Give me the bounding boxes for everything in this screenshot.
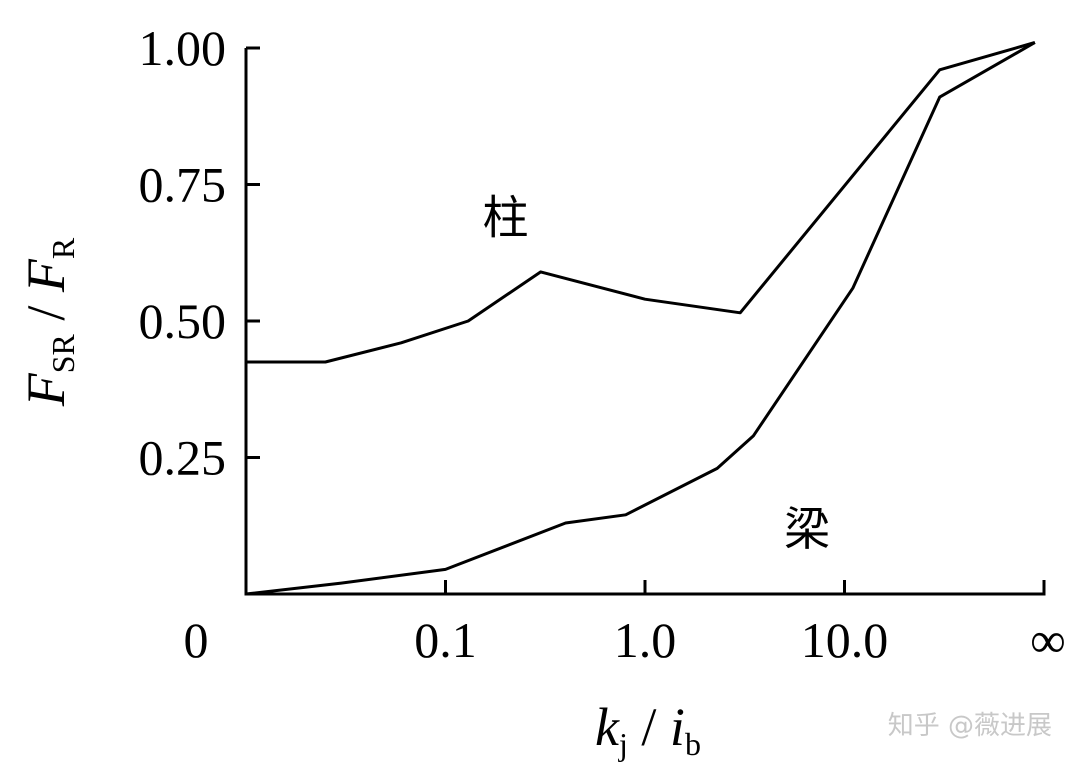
watermark: 知乎 @薇进展 <box>887 711 1052 741</box>
x-tick-label: 1.0 <box>614 612 677 668</box>
series-line-0 <box>246 41 1036 364</box>
series-lines <box>245 41 1036 596</box>
y-axis-label: FSR / FR <box>16 237 81 407</box>
series-labels: 柱梁 <box>483 191 831 556</box>
y-tick-label: 0.75 <box>139 157 227 213</box>
x-axis-label: kj / ib <box>595 697 701 762</box>
x-tick-label: 0.1 <box>414 612 477 668</box>
x-tick-label: 10.0 <box>801 612 889 668</box>
y-tick-label: 0.25 <box>139 430 227 486</box>
series-label-1: 梁 <box>784 502 830 556</box>
x-tick-label: 0 <box>184 612 209 668</box>
series-label-0: 柱 <box>483 191 529 245</box>
y-tick-label: 1.00 <box>139 20 227 76</box>
y-tick-label: 0.50 <box>139 293 227 349</box>
series-line-1 <box>245 41 1036 596</box>
ticks: 0.25 0.50 0.75 1.00 0 0.1 1.0 10.0 ∞ <box>139 20 1066 668</box>
x-tick-label: ∞ <box>1030 612 1066 668</box>
